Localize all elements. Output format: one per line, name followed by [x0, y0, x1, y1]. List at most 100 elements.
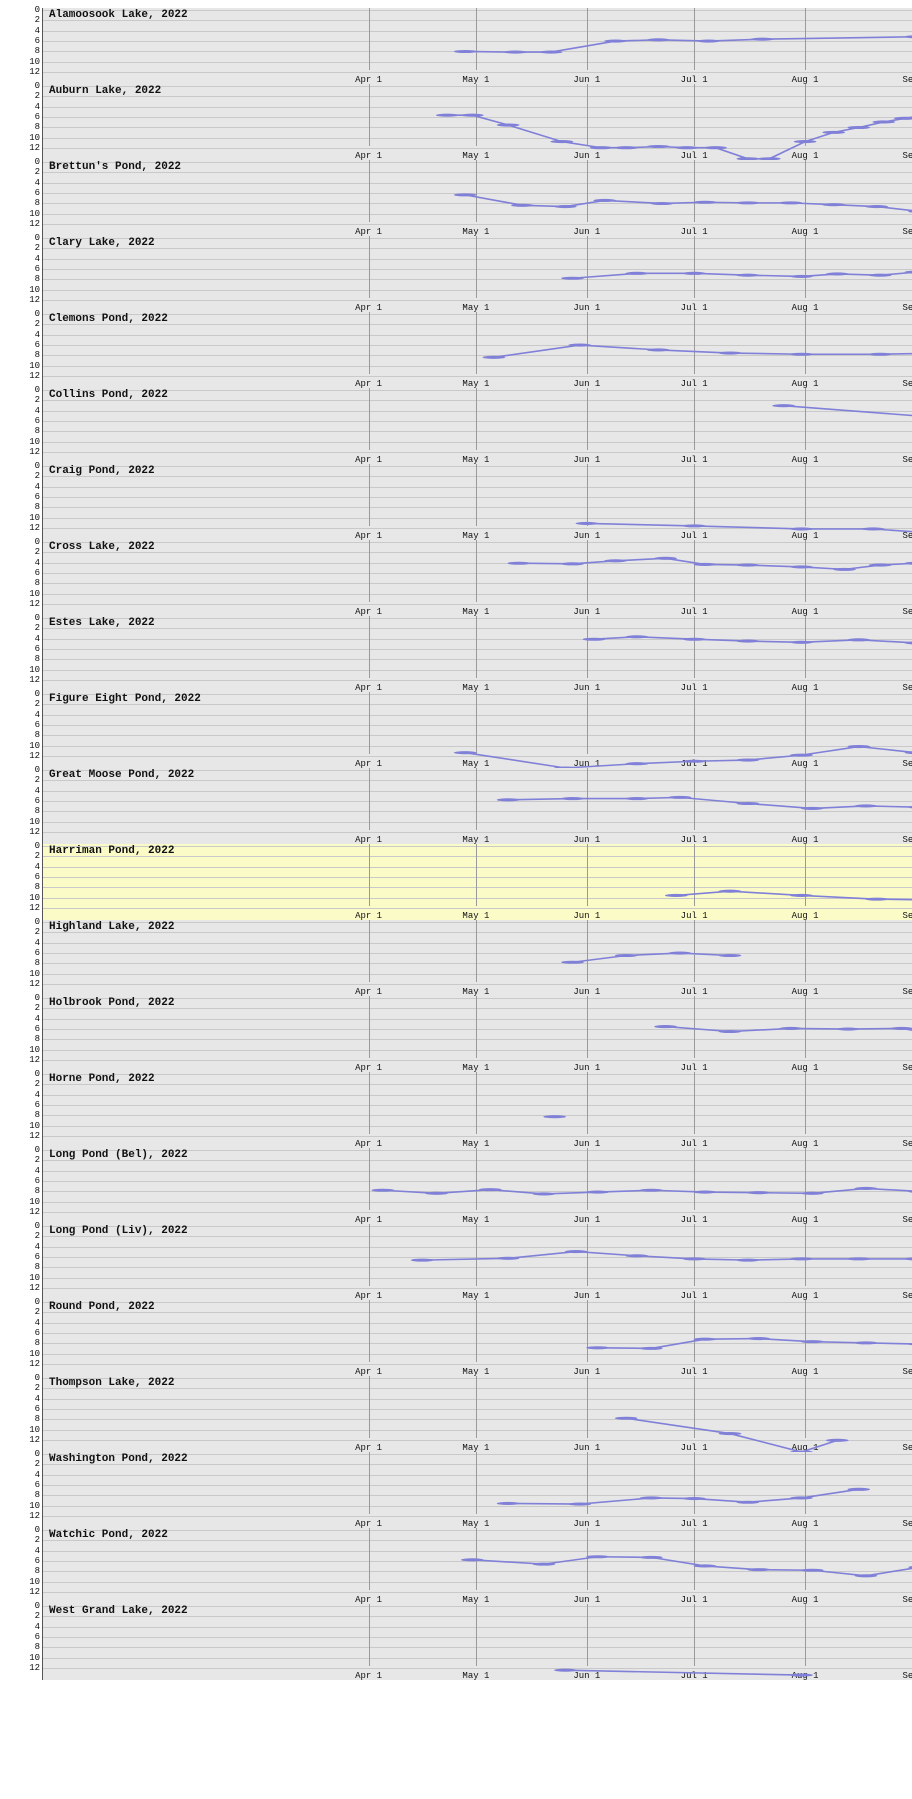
data-point[interactable] [511, 204, 534, 207]
data-point[interactable] [790, 1496, 813, 1499]
data-point[interactable] [790, 565, 813, 568]
data-point[interactable] [651, 202, 674, 205]
data-point[interactable] [626, 272, 649, 275]
data-point[interactable] [640, 1556, 663, 1559]
data-point[interactable] [694, 1338, 717, 1341]
data-point[interactable] [497, 123, 520, 126]
data-point[interactable] [550, 140, 573, 143]
data-point[interactable] [736, 802, 759, 805]
data-point[interactable] [790, 754, 813, 757]
data-point[interactable] [604, 40, 627, 43]
data-point[interactable] [847, 126, 870, 129]
data-point[interactable] [751, 38, 774, 41]
data-point[interactable] [747, 1568, 770, 1571]
data-point[interactable] [908, 1343, 912, 1346]
data-point[interactable] [790, 1674, 813, 1677]
data-point[interactable] [747, 1337, 770, 1340]
data-point[interactable] [908, 806, 912, 809]
data-point[interactable] [615, 146, 638, 149]
data-point[interactable] [554, 1669, 577, 1672]
data-point[interactable] [794, 140, 817, 143]
data-point[interactable] [697, 40, 720, 43]
data-point[interactable] [736, 201, 759, 204]
data-point[interactable] [683, 760, 706, 763]
data-point[interactable] [561, 797, 584, 800]
data-point[interactable] [719, 890, 742, 893]
data-point[interactable] [497, 1502, 520, 1505]
data-point[interactable] [790, 1257, 813, 1260]
data-point[interactable] [561, 562, 584, 565]
data-point[interactable] [583, 638, 606, 641]
data-point[interactable] [822, 131, 845, 134]
data-point[interactable] [905, 35, 912, 38]
data-point[interactable] [847, 638, 870, 641]
data-point[interactable] [704, 146, 727, 149]
data-point[interactable] [454, 193, 477, 196]
data-point[interactable] [568, 1503, 591, 1506]
data-point[interactable] [736, 1501, 759, 1504]
data-point[interactable] [647, 348, 670, 351]
data-point[interactable] [847, 1257, 870, 1260]
data-point[interactable] [855, 1574, 878, 1577]
data-point[interactable] [586, 1191, 609, 1194]
data-point[interactable] [694, 201, 717, 204]
data-point[interactable] [855, 1187, 878, 1190]
data-point[interactable] [826, 1439, 849, 1442]
data-point[interactable] [736, 1259, 759, 1262]
data-point[interactable] [869, 274, 892, 277]
data-point[interactable] [855, 1341, 878, 1344]
data-point[interactable] [575, 522, 598, 525]
data-point[interactable] [719, 1030, 742, 1033]
data-point[interactable] [736, 640, 759, 643]
data-point[interactable] [425, 1192, 448, 1195]
data-point[interactable] [905, 1257, 912, 1260]
data-point[interactable] [736, 758, 759, 761]
data-point[interactable] [497, 1257, 520, 1260]
data-point[interactable] [533, 1192, 556, 1195]
data-point[interactable] [676, 146, 699, 149]
data-point[interactable] [554, 205, 577, 208]
data-point[interactable] [736, 564, 759, 567]
data-point[interactable] [694, 563, 717, 566]
data-point[interactable] [590, 146, 613, 149]
data-point[interactable] [568, 344, 591, 347]
data-point[interactable] [890, 1027, 912, 1030]
data-point[interactable] [826, 272, 849, 275]
data-point[interactable] [640, 1347, 663, 1350]
data-point[interactable] [790, 527, 813, 530]
data-point[interactable] [872, 120, 895, 123]
data-point[interactable] [833, 568, 856, 571]
data-point[interactable] [855, 804, 878, 807]
data-point[interactable] [801, 1192, 824, 1195]
data-point[interactable] [593, 199, 616, 202]
data-point[interactable] [654, 1025, 677, 1028]
data-point[interactable] [790, 353, 813, 356]
data-point[interactable] [533, 1563, 556, 1566]
data-point[interactable] [654, 557, 677, 560]
data-point[interactable] [790, 275, 813, 278]
data-point[interactable] [869, 353, 892, 356]
data-point[interactable] [561, 961, 584, 964]
data-point[interactable] [543, 1115, 566, 1118]
data-point[interactable] [372, 1189, 395, 1192]
data-point[interactable] [669, 952, 692, 955]
data-point[interactable] [504, 51, 527, 54]
data-point[interactable] [626, 762, 649, 765]
data-point[interactable] [822, 203, 845, 206]
data-point[interactable] [454, 50, 477, 53]
data-point[interactable] [869, 564, 892, 567]
data-point[interactable] [847, 1488, 870, 1491]
data-point[interactable] [847, 745, 870, 748]
data-point[interactable] [683, 1257, 706, 1260]
data-point[interactable] [669, 796, 692, 799]
data-point[interactable] [586, 1555, 609, 1558]
data-point[interactable] [790, 894, 813, 897]
data-point[interactable] [683, 638, 706, 641]
data-point[interactable] [482, 356, 505, 359]
data-point[interactable] [479, 1188, 502, 1191]
data-point[interactable] [779, 201, 802, 204]
data-point[interactable] [694, 1564, 717, 1567]
data-point[interactable] [837, 1028, 860, 1031]
data-point[interactable] [736, 274, 759, 277]
data-point[interactable] [865, 898, 888, 901]
